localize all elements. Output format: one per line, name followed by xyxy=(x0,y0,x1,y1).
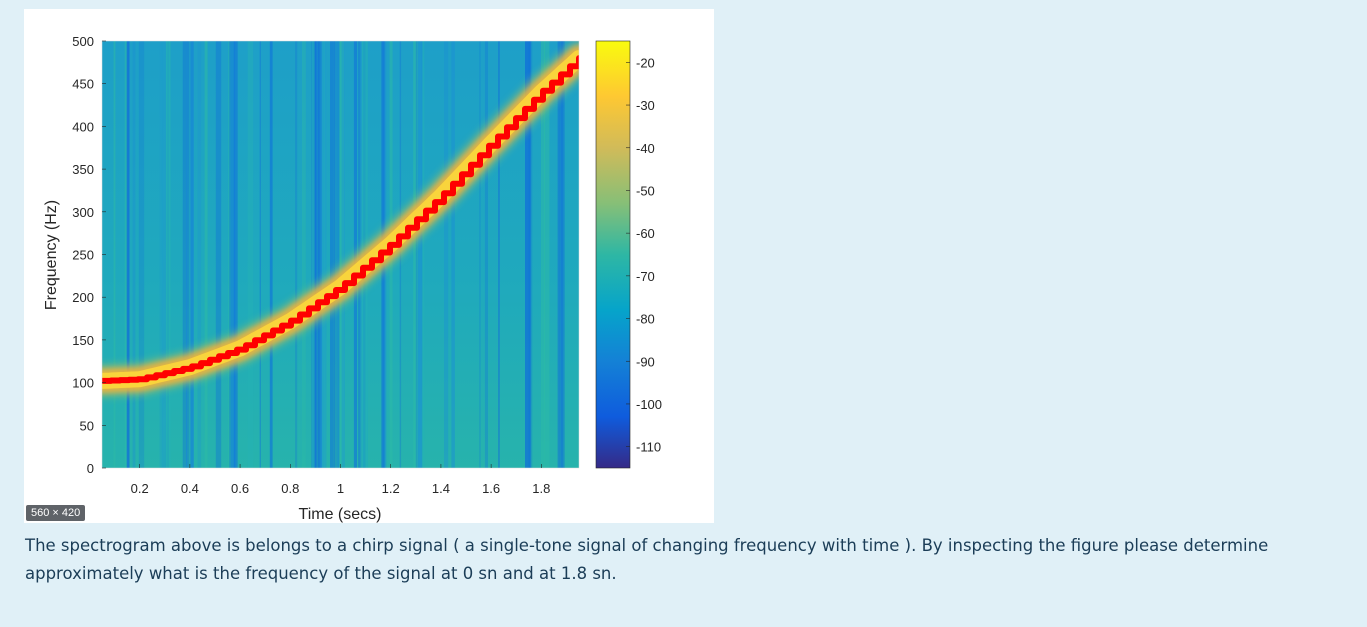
noise-stripe xyxy=(186,41,188,468)
noise-stripe xyxy=(317,41,322,468)
noise-stripe xyxy=(330,41,334,468)
noise-stripe xyxy=(319,41,324,468)
noise-stripe xyxy=(422,41,425,468)
noise-stripe xyxy=(161,41,167,468)
x-tick-label: 0.2 xyxy=(131,481,149,496)
noise-stripe xyxy=(162,41,168,468)
noise-stripe xyxy=(113,41,116,468)
colorbar-tick-label: -80 xyxy=(636,312,655,327)
noise-stripe xyxy=(498,41,500,468)
x-tick-label: 1 xyxy=(337,481,344,496)
noise-stripe xyxy=(295,41,298,468)
noise-stripe xyxy=(197,41,202,468)
question-line-2: approximately what is the frequency of t… xyxy=(25,564,617,583)
noise-stripe xyxy=(451,41,455,468)
noise-stripe xyxy=(302,41,306,468)
noise-stripe xyxy=(204,41,208,468)
colorbar xyxy=(595,40,631,469)
noise-stripe xyxy=(333,41,336,468)
noise-stripe xyxy=(416,41,419,468)
noise-stripe xyxy=(413,41,417,468)
noise-stripe xyxy=(415,41,417,468)
colorbar-tick-label: -70 xyxy=(636,269,655,284)
x-axis-title: Time (secs) xyxy=(299,506,382,523)
noise-stripe xyxy=(183,41,190,468)
noise-stripe xyxy=(231,41,236,468)
noise-stripe xyxy=(525,41,531,468)
noise-stripe xyxy=(557,41,561,468)
ridge-layer xyxy=(102,41,579,400)
x-axis: 0.2 0.4 0.6 0.8 1 1.2 1.4 1.6 1.8 xyxy=(131,464,550,496)
spectrogram-figure: 0 50 100 150 200 250 300 350 400 450 500 0.2 0.4 0.6… xyxy=(24,9,714,523)
noise-stripe xyxy=(313,41,317,468)
noise-stripe xyxy=(182,41,184,468)
y-tick-label: 250 xyxy=(72,248,94,263)
x-tick-label: 1.8 xyxy=(532,481,550,496)
image-size-badge: 560 × 420 xyxy=(26,505,86,521)
question-line-1: The spectrogram above is belongs to a ch… xyxy=(25,536,1269,555)
noise-stripe xyxy=(215,41,222,468)
noise-stripe xyxy=(559,41,564,468)
y-tick-label: 300 xyxy=(72,205,94,220)
noise-stripe xyxy=(484,41,488,468)
noise-stripe xyxy=(189,41,194,468)
noise-stripe xyxy=(479,41,481,468)
noise-stripe xyxy=(138,41,145,468)
colorbar-tick-label: -20 xyxy=(636,55,655,70)
y-tick-label: 500 xyxy=(72,34,94,49)
noise-stripe xyxy=(541,41,546,468)
y-tick-label: 150 xyxy=(72,333,94,348)
y-tick-label: 50 xyxy=(80,418,94,433)
colorbar-tick-label: -110 xyxy=(636,440,661,455)
y-tick-label: 450 xyxy=(72,77,94,92)
spectrogram-chart: 0 50 100 150 200 250 300 350 400 450 500 0.2 0.4 0.6… xyxy=(43,34,662,523)
noise-stripe xyxy=(233,41,238,468)
noise-stripe xyxy=(417,41,422,468)
x-tick-label: 0.4 xyxy=(181,481,199,496)
noise-stripe xyxy=(124,41,128,468)
colorbar-ticks: -20 -30 -40 -50 -60 -70 -80 -90 -100 -110 xyxy=(626,55,662,455)
noise-stripe xyxy=(560,41,565,468)
noise-stripe xyxy=(247,41,254,468)
question-text: The spectrogram above is belongs to a ch… xyxy=(25,532,1345,588)
noise-stripe xyxy=(165,41,171,468)
noise-stripes xyxy=(113,41,565,468)
y-tick-label: 350 xyxy=(72,162,94,177)
noise-stripe xyxy=(341,41,345,468)
noise-stripe xyxy=(259,41,261,468)
x-tick-label: 1.2 xyxy=(382,481,400,496)
y-tick-label: 400 xyxy=(72,119,94,134)
noise-stripe xyxy=(228,41,231,468)
y-tick-label: 100 xyxy=(72,376,94,391)
y-tick-label: 200 xyxy=(72,290,94,305)
noise-stripe xyxy=(229,41,235,468)
x-tick-label: 0.6 xyxy=(231,481,249,496)
colorbar-tick-label: -60 xyxy=(636,226,655,241)
colorbar-tick-label: -90 xyxy=(636,354,655,369)
y-axis: 0 50 100 150 200 250 300 350 400 450 500 xyxy=(72,34,106,476)
y-tick-label: 0 xyxy=(87,461,94,476)
noise-stripe xyxy=(320,41,327,468)
noise-stripe xyxy=(312,41,314,468)
y-axis-title: Frequency (Hz) xyxy=(43,200,60,310)
ridge-line xyxy=(102,55,579,384)
x-tick-label: 0.8 xyxy=(281,481,299,496)
noise-stripe xyxy=(319,41,325,468)
noise-stripe xyxy=(337,41,339,468)
x-tick-label: 1.6 xyxy=(482,481,500,496)
colorbar-tick-label: -100 xyxy=(636,397,662,412)
noise-stripe xyxy=(444,41,449,468)
noise-stripe xyxy=(269,41,273,468)
colorbar-tick-label: -50 xyxy=(636,183,655,198)
colorbar-tick-label: -30 xyxy=(636,98,655,113)
noise-stripe xyxy=(335,41,340,468)
noise-stripe xyxy=(132,41,136,468)
x-tick-label: 1.4 xyxy=(432,481,450,496)
noise-stripe xyxy=(544,41,550,468)
colorbar-tick-label: -40 xyxy=(636,141,655,156)
noise-stripe xyxy=(159,41,163,468)
noise-stripe xyxy=(126,41,130,468)
